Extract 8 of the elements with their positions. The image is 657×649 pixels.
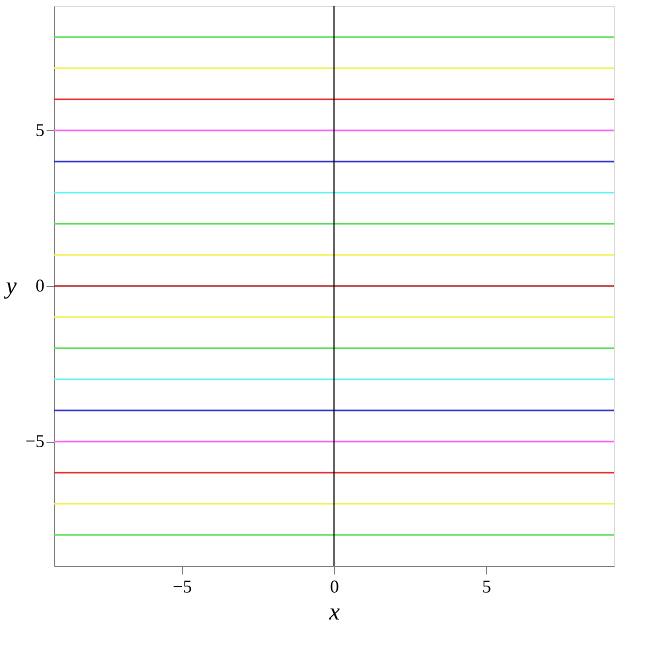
x-tick-label: 5 — [482, 576, 492, 596]
x-axis-title: x — [328, 600, 340, 626]
x-tick-label: −5 — [172, 576, 192, 596]
x-tick-label: 0 — [330, 576, 339, 596]
y-axis-title: y — [4, 274, 18, 300]
y-tick-label: 0 — [36, 276, 44, 296]
y-tick-label: −5 — [25, 431, 44, 452]
y-tick-label: 5 — [36, 120, 44, 140]
